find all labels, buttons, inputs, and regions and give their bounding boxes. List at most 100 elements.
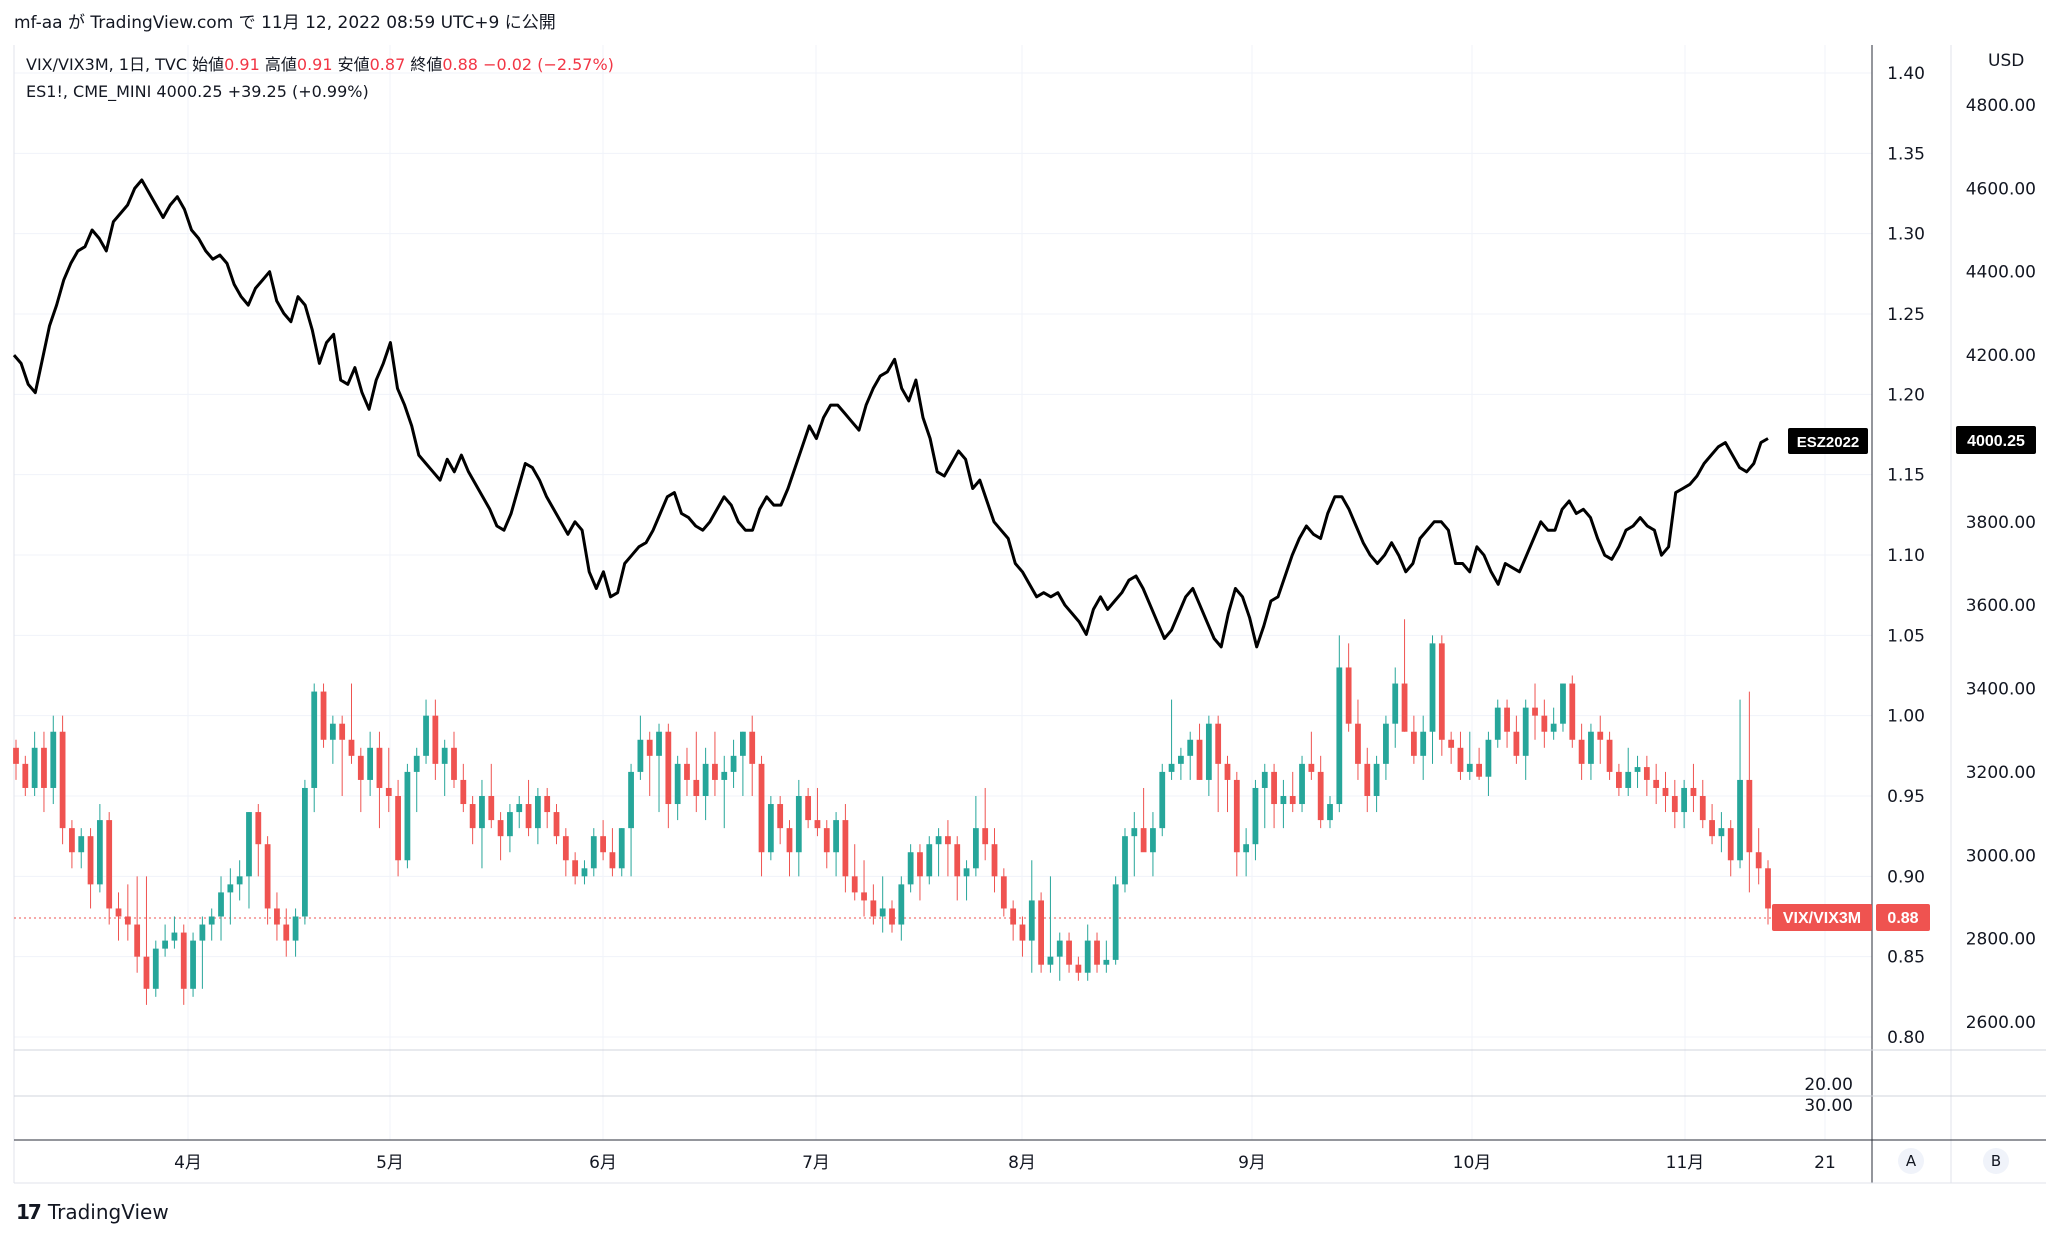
candle	[432, 699, 439, 780]
time-axis: 4月 5月 6月 7月 8月 9月 10月 11月 21	[174, 1153, 1836, 1173]
candle	[162, 924, 168, 957]
candle-body	[609, 852, 616, 869]
candle-body	[1103, 959, 1110, 965]
candle-body	[646, 739, 653, 756]
candle	[1243, 828, 1250, 877]
candle-body	[1299, 763, 1305, 805]
candle-body	[1112, 884, 1119, 960]
candle	[590, 828, 597, 877]
candle-body	[1131, 828, 1138, 837]
candle-body	[525, 804, 532, 829]
legend-row-vix[interactable]: VIX/VIX3M, 1日, TVC 始値0.91 高値0.91 安値0.87 …	[26, 51, 614, 78]
candle-body	[1755, 852, 1762, 869]
tradingview-brand[interactable]: 17 TradingView	[16, 1200, 169, 1224]
legend-vix-change: −0.02 (−2.57%)	[483, 55, 614, 74]
candle	[1084, 924, 1091, 981]
candle-body	[143, 956, 150, 989]
candle-body	[1355, 723, 1361, 764]
candle	[218, 876, 224, 941]
vix-axis-tick: 1.00	[1887, 707, 1925, 727]
candle	[13, 739, 19, 780]
legend-row-es[interactable]: ES1!, CME_MINI 4000.25 +39.25 (+0.99%)	[26, 78, 614, 105]
candle	[134, 876, 141, 973]
candle	[115, 892, 122, 941]
vix-axis-tick: 1.20	[1887, 385, 1925, 405]
time-axis-tick: 21	[1814, 1153, 1836, 1173]
candle	[907, 844, 914, 893]
candle-body	[1233, 779, 1240, 853]
candle	[991, 828, 998, 893]
candle	[302, 779, 308, 925]
candle	[190, 932, 196, 997]
candle	[1671, 779, 1678, 829]
candle-body	[423, 715, 429, 756]
candle-body	[255, 812, 262, 845]
candle	[693, 731, 700, 813]
candle-body	[106, 820, 113, 909]
candle-body	[618, 828, 625, 869]
candle-body	[1410, 731, 1417, 756]
candle-body	[1448, 739, 1455, 748]
candle-body	[917, 852, 923, 877]
candle	[1168, 699, 1175, 780]
candle	[1327, 796, 1333, 829]
candle-body	[488, 796, 495, 821]
candle-body	[180, 932, 187, 989]
publish-header: mf-aa が TradingView.com で 11月 12, 2022 0…	[14, 13, 556, 33]
candle-body	[972, 828, 979, 869]
candle-body	[1690, 787, 1697, 796]
time-axis-tick: 6月	[589, 1153, 617, 1173]
candle-body	[767, 804, 774, 853]
candle	[628, 763, 634, 877]
vix-axis-tick: 1.40	[1887, 64, 1925, 84]
candle	[516, 796, 523, 829]
usd-axis-tick: 3400.00	[1966, 680, 2036, 700]
candle	[1476, 747, 1482, 780]
candle-body	[69, 828, 75, 853]
candle	[562, 828, 569, 877]
candle-body	[152, 948, 159, 989]
candle-body	[842, 820, 849, 877]
candle-body	[1019, 924, 1026, 941]
candle-body	[572, 860, 579, 877]
scale-b-button[interactable]: B	[1983, 1148, 2009, 1174]
candle-body	[87, 836, 94, 885]
vix-badge: VIX/VIX3M 0.88	[1772, 904, 1930, 931]
candle	[1690, 763, 1697, 813]
candle-body	[274, 908, 280, 925]
candle-body	[963, 868, 970, 877]
candle-body	[1457, 747, 1464, 772]
candle-body	[115, 908, 122, 917]
auto-scale-button[interactable]: A	[1898, 1148, 1924, 1174]
candle	[1541, 699, 1548, 748]
legend-es-change: +39.25 (+0.99%)	[227, 82, 369, 101]
candle-body	[1047, 956, 1054, 965]
candle-body	[1317, 771, 1324, 821]
candle-body	[1765, 868, 1771, 909]
candle-body	[218, 892, 224, 917]
candle-body	[208, 916, 215, 925]
vix-price-axis: 1.40 1.35 1.30 1.25 1.20 1.15 1.10 1.05 1.00 0.95…	[1887, 64, 1925, 1048]
candle-body	[134, 924, 141, 957]
usd-axis-tick: 3000.00	[1966, 846, 2036, 866]
candle-body	[1084, 940, 1091, 973]
candle-body	[1000, 876, 1007, 909]
candle	[870, 884, 877, 925]
candle	[749, 715, 756, 796]
candle-body	[600, 836, 606, 853]
candle-body	[1038, 900, 1044, 965]
tradingview-logo-icon: 17	[16, 1200, 42, 1224]
candle	[1410, 715, 1417, 764]
candle-body	[1383, 723, 1389, 764]
candle	[572, 852, 579, 885]
legend-es-value: 4000.25	[156, 82, 223, 101]
candle	[1205, 715, 1212, 796]
candle	[1625, 747, 1632, 796]
candle	[1317, 755, 1324, 829]
candle	[236, 860, 243, 901]
candle	[1569, 675, 1576, 748]
candle	[1019, 916, 1026, 957]
candle-body	[50, 731, 57, 788]
legend-close-value: 0.88	[442, 55, 478, 74]
